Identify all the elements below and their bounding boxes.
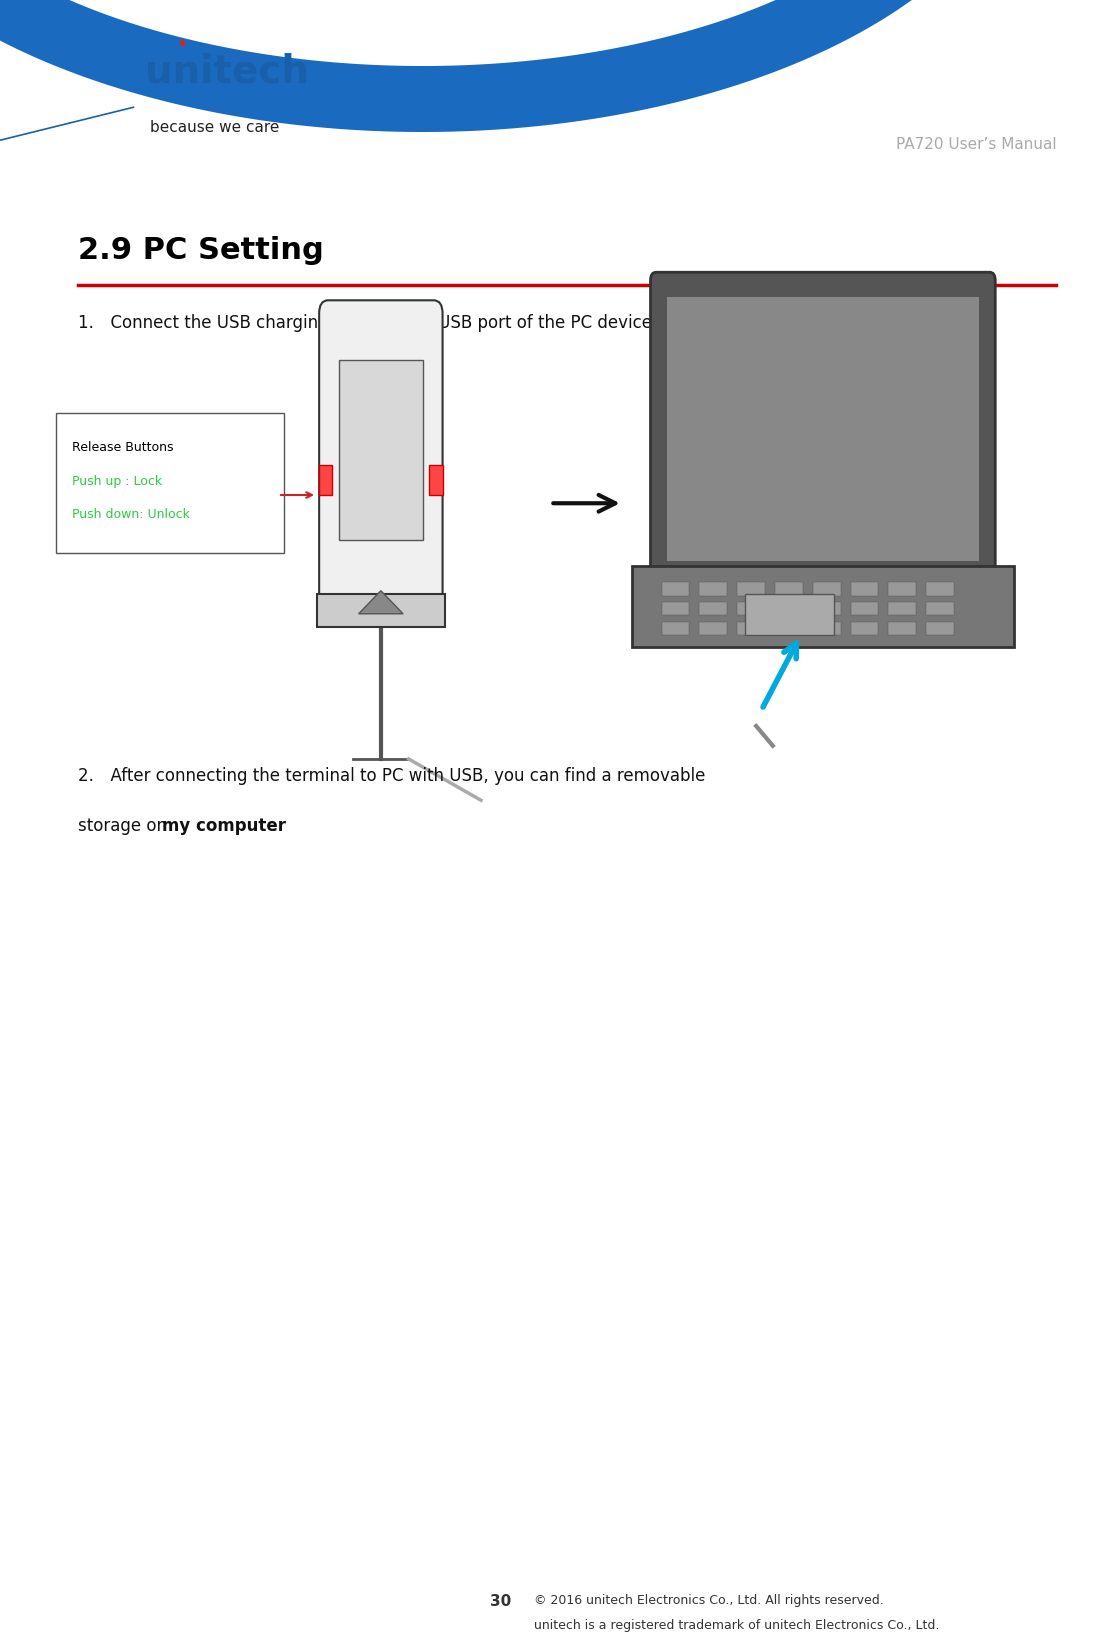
Text: my computer: my computer bbox=[162, 817, 287, 835]
FancyBboxPatch shape bbox=[651, 272, 995, 586]
Bar bbox=[699, 622, 727, 635]
Text: 1. Connect the USB charging cable to the USB port of the PC device.: 1. Connect the USB charging cable to the… bbox=[78, 314, 657, 332]
Text: storage on: storage on bbox=[78, 817, 172, 835]
Bar bbox=[319, 465, 332, 495]
Bar bbox=[813, 622, 841, 635]
Polygon shape bbox=[358, 591, 403, 614]
Bar bbox=[926, 622, 954, 635]
Bar bbox=[737, 602, 765, 615]
Text: •: • bbox=[176, 35, 187, 54]
Bar bbox=[926, 582, 954, 596]
Bar bbox=[667, 297, 979, 561]
Bar bbox=[737, 582, 765, 596]
Bar bbox=[888, 622, 916, 635]
Bar bbox=[851, 622, 878, 635]
Bar bbox=[888, 582, 916, 596]
Text: © 2016 unitech Electronics Co., Ltd. All rights reserved.: © 2016 unitech Electronics Co., Ltd. All… bbox=[534, 1594, 884, 1607]
Bar bbox=[662, 582, 689, 596]
FancyBboxPatch shape bbox=[632, 566, 1014, 647]
Bar bbox=[813, 602, 841, 615]
Bar bbox=[888, 602, 916, 615]
Polygon shape bbox=[0, 0, 1034, 132]
Text: 30: 30 bbox=[490, 1594, 512, 1609]
Bar bbox=[775, 582, 803, 596]
Text: 2.9 PC Setting: 2.9 PC Setting bbox=[78, 236, 324, 266]
Text: Push up : Lock: Push up : Lock bbox=[72, 475, 162, 488]
Text: Push down: Unlock: Push down: Unlock bbox=[72, 508, 190, 521]
FancyBboxPatch shape bbox=[339, 360, 423, 540]
Text: unitech: unitech bbox=[145, 53, 308, 91]
Bar bbox=[775, 622, 803, 635]
Bar bbox=[317, 594, 445, 627]
FancyBboxPatch shape bbox=[319, 300, 443, 615]
Bar bbox=[662, 622, 689, 635]
Bar bbox=[926, 602, 954, 615]
Bar bbox=[662, 602, 689, 615]
Bar bbox=[775, 602, 803, 615]
Bar bbox=[429, 465, 443, 495]
Text: PA720 User’s Manual: PA720 User’s Manual bbox=[896, 137, 1056, 152]
Text: 2. After connecting the terminal to PC with USB, you can find a removable: 2. After connecting the terminal to PC w… bbox=[78, 767, 705, 785]
Bar bbox=[851, 582, 878, 596]
Text: .: . bbox=[271, 817, 277, 835]
Bar bbox=[699, 582, 727, 596]
Bar bbox=[851, 602, 878, 615]
Text: because we care: because we care bbox=[150, 120, 279, 135]
Text: unitech is a registered trademark of unitech Electronics Co., Ltd.: unitech is a registered trademark of uni… bbox=[534, 1619, 940, 1632]
Bar bbox=[737, 622, 765, 635]
Bar bbox=[699, 602, 727, 615]
Bar bbox=[745, 594, 834, 635]
Text: Release Buttons: Release Buttons bbox=[72, 441, 173, 454]
FancyBboxPatch shape bbox=[56, 412, 284, 553]
Bar bbox=[813, 582, 841, 596]
